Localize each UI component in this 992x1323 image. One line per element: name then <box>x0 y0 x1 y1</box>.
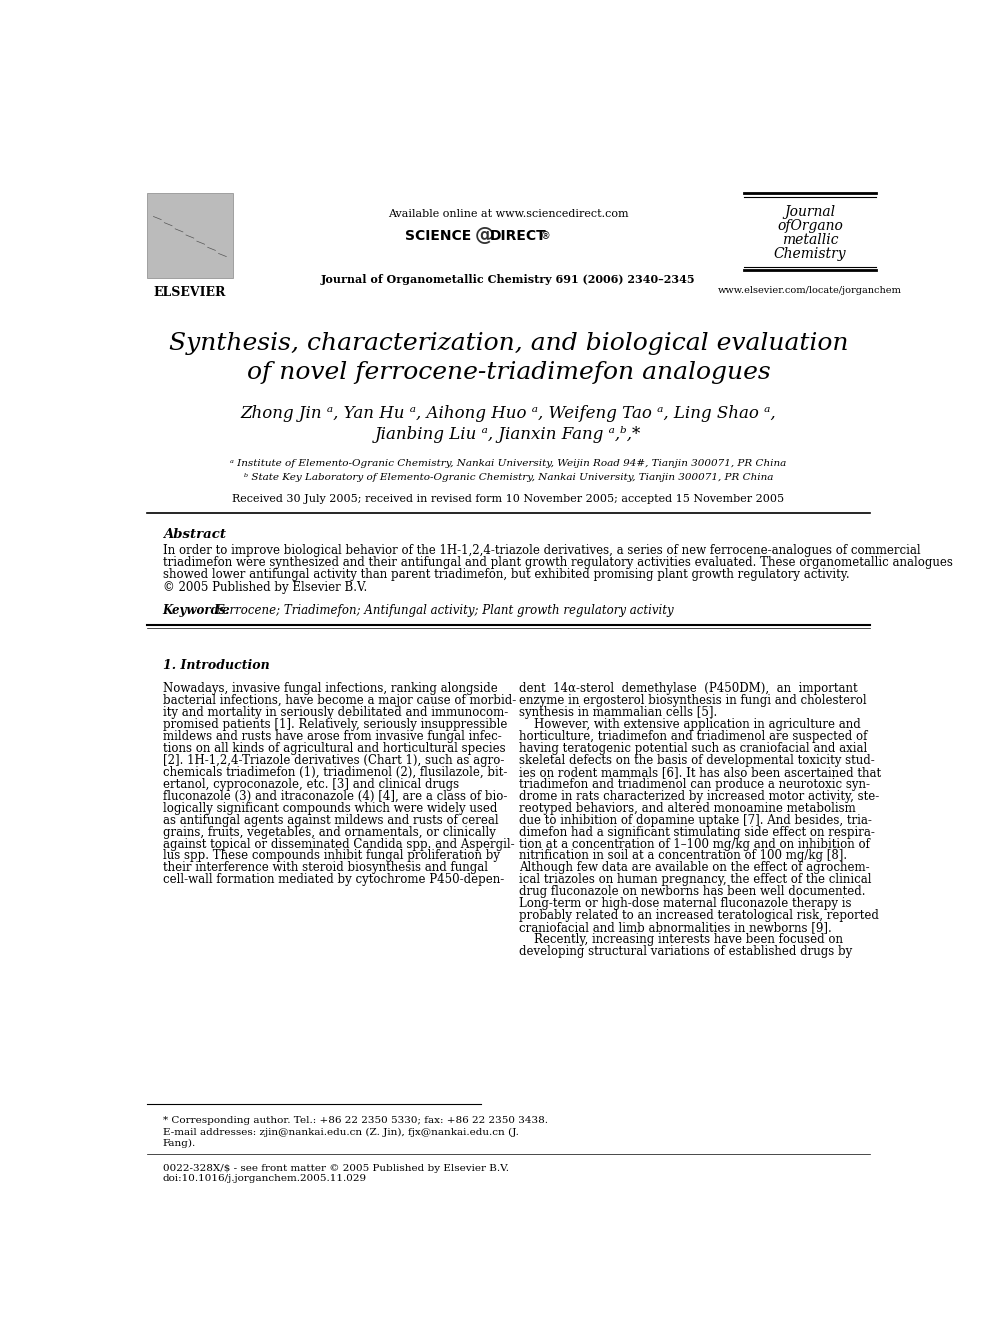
Text: Zhong Jin ᵃ, Yan Hu ᵃ, Aihong Huo ᵃ, Weifeng Tao ᵃ, Ling Shao ᵃ,: Zhong Jin ᵃ, Yan Hu ᵃ, Aihong Huo ᵃ, Wei… <box>241 405 776 422</box>
Text: cell-wall formation mediated by cytochrome P450-depen-: cell-wall formation mediated by cytochro… <box>163 873 504 886</box>
Text: 0022-328X/$ - see front matter © 2005 Published by Elsevier B.V.: 0022-328X/$ - see front matter © 2005 Pu… <box>163 1164 509 1174</box>
Text: horticulture, triadimefon and triadimenol are suspected of: horticulture, triadimefon and triadimeno… <box>519 730 868 744</box>
Text: fluconazole (3) and itraconazole (4) [4], are a class of bio-: fluconazole (3) and itraconazole (4) [4]… <box>163 790 507 803</box>
Text: In order to improve biological behavior of the 1H-1,2,4-triazole derivatives, a : In order to improve biological behavior … <box>163 544 921 557</box>
Text: Journal: Journal <box>785 205 835 220</box>
Text: Ferrocene; Triadimefon; Antifungal activity; Plant growth regulatory activity: Ferrocene; Triadimefon; Antifungal activ… <box>215 603 675 617</box>
Text: probably related to an increased teratological risk, reported: probably related to an increased teratol… <box>519 909 879 922</box>
Text: ᵃ Institute of Elemento-Ogranic Chemistry, Nankai University, Weijin Road 94#, T: ᵃ Institute of Elemento-Ogranic Chemistr… <box>230 459 787 468</box>
Text: © 2005 Published by Elsevier B.V.: © 2005 Published by Elsevier B.V. <box>163 581 367 594</box>
Text: showed lower antifungal activity than parent triadimefon, but exhibited promisin: showed lower antifungal activity than pa… <box>163 569 849 581</box>
Text: tion at a concentration of 1–100 mg/kg and on inhibition of: tion at a concentration of 1–100 mg/kg a… <box>519 837 870 851</box>
Text: drome in rats characterized by increased motor activity, ste-: drome in rats characterized by increased… <box>519 790 880 803</box>
Text: doi:10.1016/j.jorganchem.2005.11.029: doi:10.1016/j.jorganchem.2005.11.029 <box>163 1174 367 1183</box>
Text: tions on all kinds of agricultural and horticultural species: tions on all kinds of agricultural and h… <box>163 742 505 755</box>
Text: ELSEVIER: ELSEVIER <box>154 286 226 299</box>
Text: drug fluconazole on newborns has been well documented.: drug fluconazole on newborns has been we… <box>519 885 866 898</box>
Text: 1. Introduction: 1. Introduction <box>163 659 270 672</box>
Text: their interference with steroid biosynthesis and fungal: their interference with steroid biosynth… <box>163 861 488 875</box>
Text: Although few data are available on the effect of agrochem-: Although few data are available on the e… <box>519 861 870 875</box>
Text: Keywords:: Keywords: <box>163 603 230 617</box>
Text: bacterial infections, have become a major cause of morbid-: bacterial infections, have become a majo… <box>163 695 516 708</box>
Text: Recently, increasing interests have been focused on: Recently, increasing interests have been… <box>519 933 843 946</box>
Text: promised patients [1]. Relatively, seriously insuppressible: promised patients [1]. Relatively, serio… <box>163 718 507 732</box>
Text: www.elsevier.com/locate/jorganchem: www.elsevier.com/locate/jorganchem <box>718 286 902 295</box>
Text: ity and mortality in seriously debilitated and immunocom-: ity and mortality in seriously debilitat… <box>163 706 508 720</box>
Text: DIRECT: DIRECT <box>490 229 547 242</box>
Text: against topical or disseminated Candida spp. and Aspergil-: against topical or disseminated Candida … <box>163 837 515 851</box>
Text: ies on rodent mammals [6]. It has also been ascertained that: ies on rodent mammals [6]. It has also b… <box>519 766 881 779</box>
Text: Abstract: Abstract <box>163 528 226 541</box>
Text: skeletal defects on the basis of developmental toxicity stud-: skeletal defects on the basis of develop… <box>519 754 875 767</box>
Text: Synthesis, characterization, and biological evaluation: Synthesis, characterization, and biologi… <box>169 332 848 355</box>
Text: enzyme in ergosterol biosynthesis in fungi and cholesterol: enzyme in ergosterol biosynthesis in fun… <box>519 695 867 708</box>
Text: Fang).: Fang). <box>163 1139 196 1148</box>
Text: However, with extensive application in agriculture and: However, with extensive application in a… <box>519 718 861 732</box>
Text: due to inhibition of dopamine uptake [7]. And besides, tria-: due to inhibition of dopamine uptake [7]… <box>519 814 872 827</box>
Text: reotyped behaviors, and altered monoamine metabolism: reotyped behaviors, and altered monoamin… <box>519 802 856 815</box>
Text: Jianbing Liu ᵃ, Jianxin Fang ᵃ,ᵇ,*: Jianbing Liu ᵃ, Jianxin Fang ᵃ,ᵇ,* <box>375 426 642 443</box>
Text: [2]. 1H-1,2,4-Triazole derivatives (Chart 1), such as agro-: [2]. 1H-1,2,4-Triazole derivatives (Char… <box>163 754 504 767</box>
Text: mildews and rusts have arose from invasive fungal infec-: mildews and rusts have arose from invasi… <box>163 730 502 744</box>
Text: ical triazoles on human pregnancy, the effect of the clinical: ical triazoles on human pregnancy, the e… <box>519 873 872 886</box>
Text: lus spp. These compounds inhibit fungal proliferation by: lus spp. These compounds inhibit fungal … <box>163 849 500 863</box>
Text: dent  14α-sterol  demethylase  (P450DM),  an  important: dent 14α-sterol demethylase (P450DM), an… <box>519 683 858 696</box>
Text: of novel ferrocene-triadimefon analogues: of novel ferrocene-triadimefon analogues <box>247 360 770 384</box>
Text: @: @ <box>474 226 494 245</box>
Text: as antifungal agents against mildews and rusts of cereal: as antifungal agents against mildews and… <box>163 814 498 827</box>
Text: Available online at www.sciencedirect.com: Available online at www.sciencedirect.co… <box>388 209 629 218</box>
Text: craniofacial and limb abnormalities in newborns [9].: craniofacial and limb abnormalities in n… <box>519 921 832 934</box>
Text: synthesis in mammalian cells [5].: synthesis in mammalian cells [5]. <box>519 706 717 720</box>
Text: SCIENCE: SCIENCE <box>405 229 471 242</box>
Text: E-mail addresses: zjin@nankai.edu.cn (Z. Jin), fjx@nankai.edu.cn (J.: E-mail addresses: zjin@nankai.edu.cn (Z.… <box>163 1127 519 1136</box>
Text: Journal of Organometallic Chemistry 691 (2006) 2340–2345: Journal of Organometallic Chemistry 691 … <box>321 274 695 286</box>
Text: Long-term or high-dose maternal fluconazole therapy is: Long-term or high-dose maternal fluconaz… <box>519 897 852 910</box>
Text: ®: ® <box>541 230 551 241</box>
Text: triadimefon and triadimenol can produce a neurotoxic syn-: triadimefon and triadimenol can produce … <box>519 778 870 791</box>
Text: Received 30 July 2005; received in revised form 10 November 2005; accepted 15 No: Received 30 July 2005; received in revis… <box>232 493 785 504</box>
Text: ofOrgano: ofOrgano <box>777 218 843 233</box>
Text: dimefon had a significant stimulating side effect on respira-: dimefon had a significant stimulating si… <box>519 826 875 839</box>
Text: having teratogenic potential such as craniofacial and axial: having teratogenic potential such as cra… <box>519 742 867 755</box>
Text: metallic: metallic <box>782 233 838 246</box>
Text: nitrification in soil at a concentration of 100 mg/kg [8].: nitrification in soil at a concentration… <box>519 849 847 863</box>
Text: Chemistry: Chemistry <box>774 246 846 261</box>
Text: logically significant compounds which were widely used: logically significant compounds which we… <box>163 802 497 815</box>
Bar <box>147 193 232 278</box>
Text: Nowadays, invasive fungal infections, ranking alongside: Nowadays, invasive fungal infections, ra… <box>163 683 498 696</box>
Text: triadimefon were synthesized and their antifungal and plant growth regulatory ac: triadimefon were synthesized and their a… <box>163 556 952 569</box>
Text: ᵇ State Key Laboratory of Elemento-Ogranic Chemistry, Nankai University, Tianjin: ᵇ State Key Laboratory of Elemento-Ogran… <box>244 472 773 482</box>
Text: chemicals triadimefon (1), triadimenol (2), flusilazole, bit-: chemicals triadimefon (1), triadimenol (… <box>163 766 507 779</box>
Text: * Corresponding author. Tel.: +86 22 2350 5330; fax: +86 22 2350 3438.: * Corresponding author. Tel.: +86 22 235… <box>163 1115 548 1125</box>
Text: developing structural variations of established drugs by: developing structural variations of esta… <box>519 945 852 958</box>
Text: grains, fruits, vegetables, and ornamentals, or clinically: grains, fruits, vegetables, and ornament… <box>163 826 496 839</box>
Text: ertanol, cyproconazole, etc. [3] and clinical drugs: ertanol, cyproconazole, etc. [3] and cli… <box>163 778 459 791</box>
